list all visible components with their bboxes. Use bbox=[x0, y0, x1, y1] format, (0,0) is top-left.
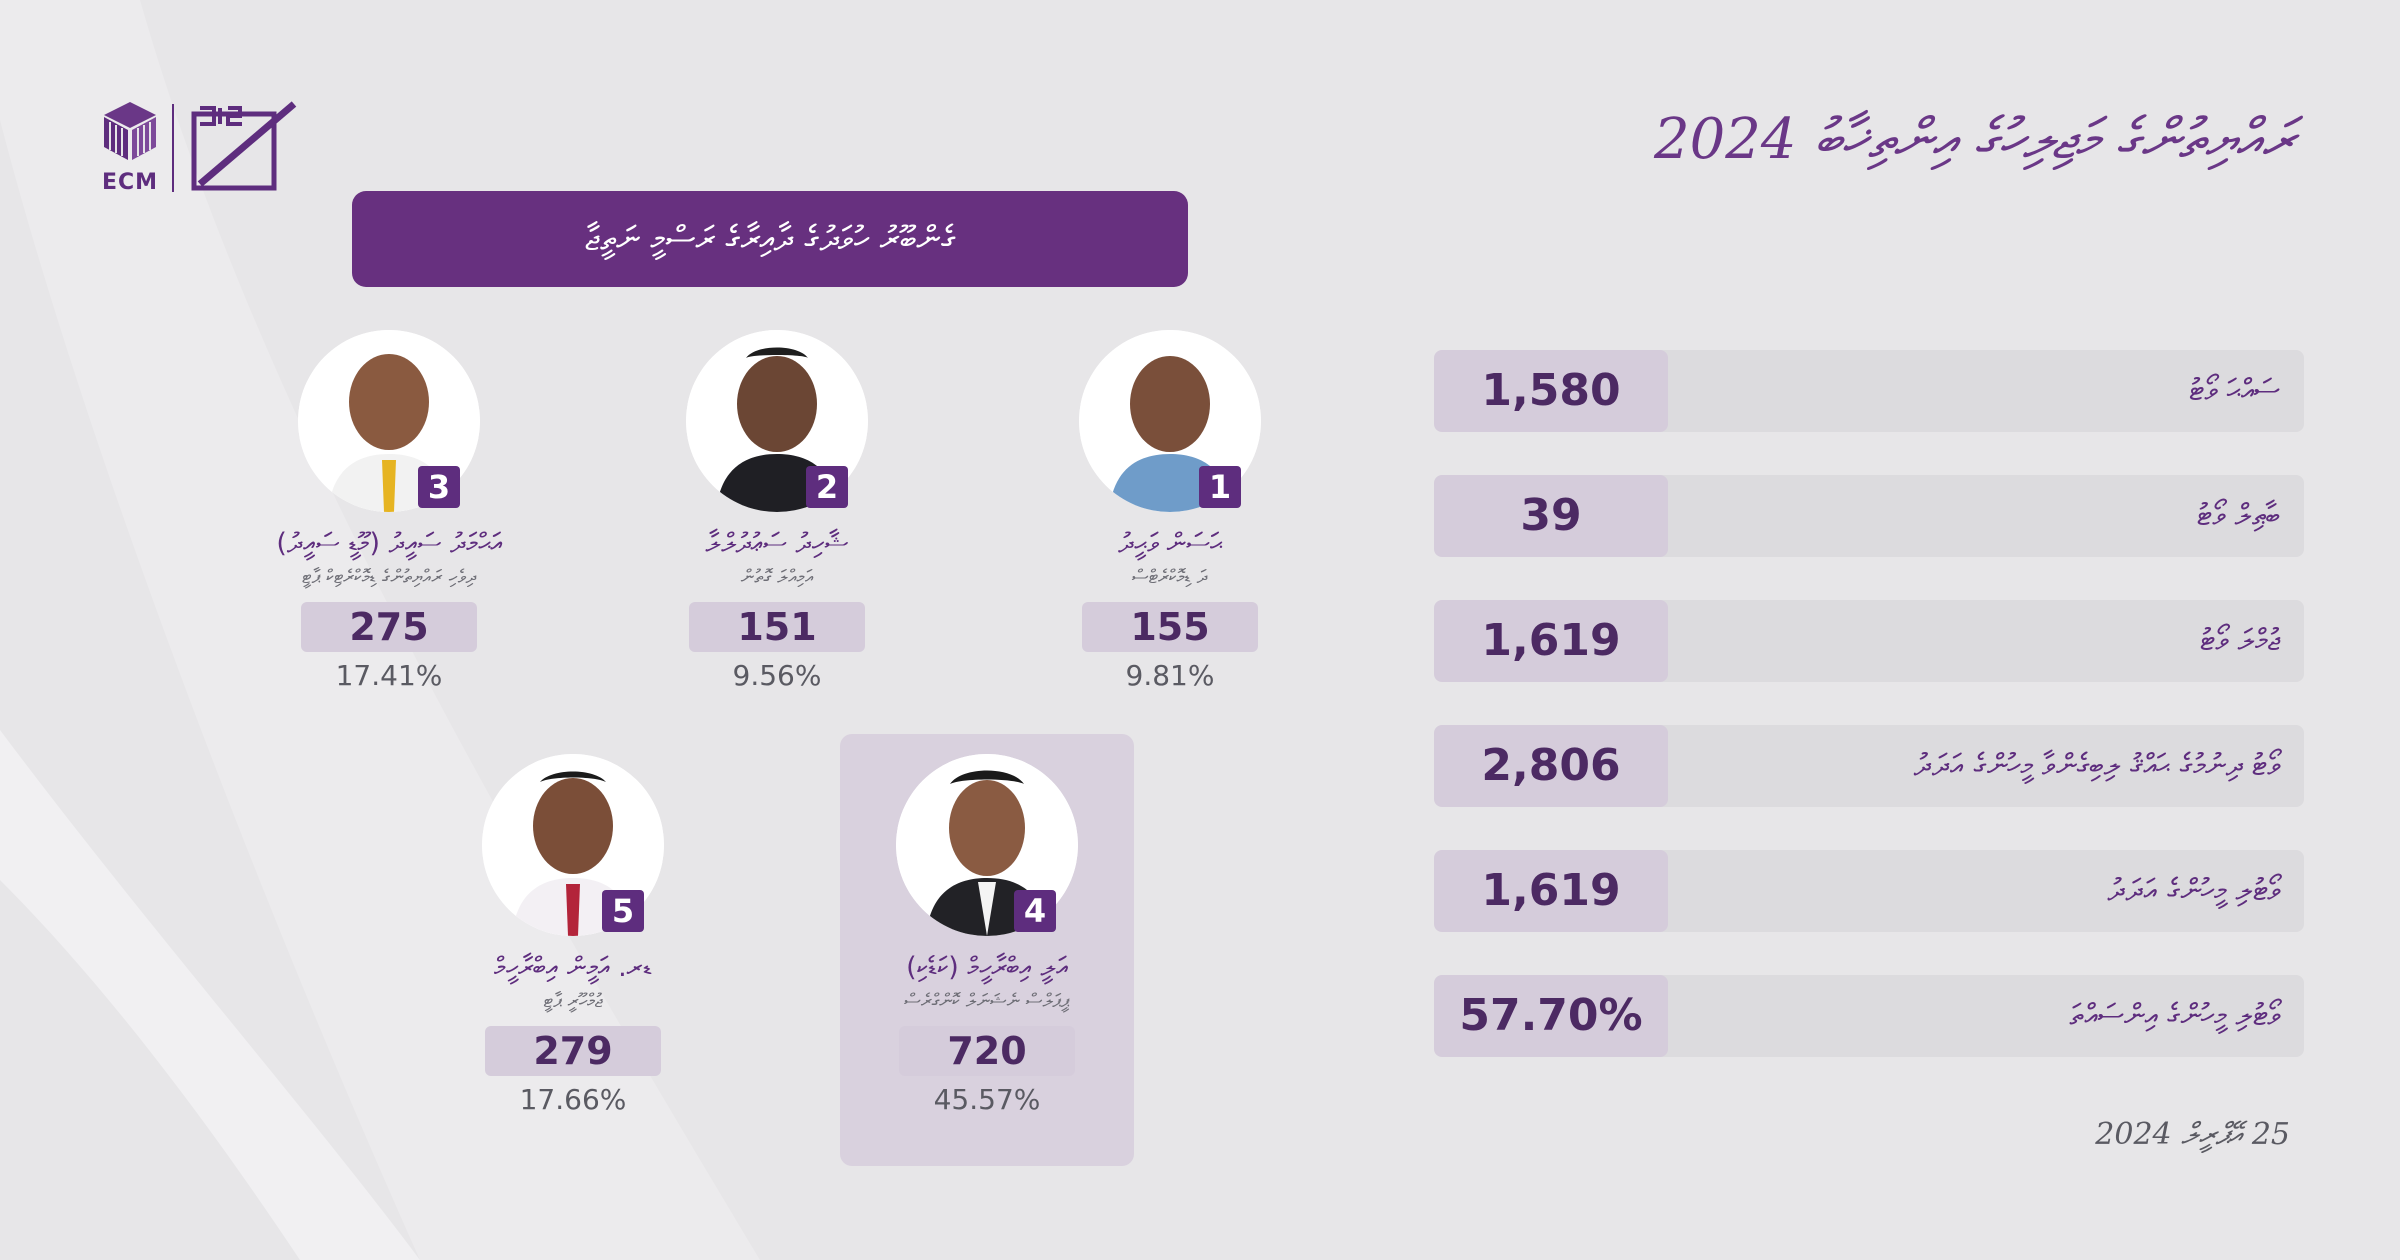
stat-track bbox=[1584, 725, 2304, 807]
candidate-number-badge: 3 bbox=[418, 466, 460, 508]
candidate-name: އަޙްމަދު ސައީދު (މޫޑީ ސައީދު) bbox=[276, 528, 502, 559]
candidate-card-3: 3 އަޙްމަދު ސައީދު (މޫޑީ ސައީދު) ދިވެހި ރ… bbox=[264, 330, 514, 694]
candidate-percent: 45.57% bbox=[933, 1083, 1041, 1116]
candidate-name: ޝާހިދު ސަޢުދުލްލާ bbox=[705, 528, 849, 559]
ecm-logo: ECM bbox=[95, 100, 165, 195]
stat-row-turnout: 57.70% ވޯޓުލި މީހުންގެ އިންސައްތަ bbox=[1434, 975, 2304, 1057]
candidate-name: ޑރ. އަމީން އިބްރާހީމް bbox=[493, 952, 653, 983]
candidate-name: އަލީ އިބްރާހީމް (ކަޑެކި) bbox=[906, 952, 1068, 983]
candidate-card-5: 5 ޑރ. އަމީން އިބްރާހީމް ޖުމްހޫރީ ޕާޓީ 27… bbox=[448, 754, 698, 1118]
stat-row-eligible-voters: 2,806 ވޯޓު ދިނުމުގެ ޙައްޤު ލިބިގެންވާ މީ… bbox=[1434, 725, 2304, 807]
stat-value: 1,580 bbox=[1434, 350, 1668, 432]
candidate-party: ޕީޕަލްސް ނެޝަނަލް ކޮންގްރެސް bbox=[904, 990, 1070, 1012]
candidate-card-4: 4 އަލީ އިބްރާހީމް (ކަޑެކި) ޕީޕަލްސް ނެޝަ… bbox=[840, 734, 1134, 1166]
stat-value: 57.70% bbox=[1434, 975, 1668, 1057]
candidate-card-1: 1 ޙަސަން ވަޙީދު ދަ ޑިމޮކްރެޓްސް 155 9.81… bbox=[1045, 330, 1295, 694]
candidate-party: ޖުމްހޫރީ ޕާޓީ bbox=[543, 990, 603, 1012]
constituency-banner: ގެންބޫރު ހުވަދުގެ ދާއިރާގެ ރަސްމީ ނަތީޖާ bbox=[352, 191, 1188, 287]
candidate-percent: 17.41% bbox=[335, 659, 443, 692]
candidate-number-badge: 2 bbox=[806, 466, 848, 508]
logo-divider bbox=[172, 104, 174, 192]
candidate-number-badge: 5 bbox=[602, 890, 644, 932]
stat-row-valid-votes: 1,580 ސައްޙަ ވޯޓު bbox=[1434, 350, 2304, 432]
ballot-check-icon bbox=[191, 101, 297, 191]
stat-value: 1,619 bbox=[1434, 850, 1668, 932]
stat-label: ޖުމްލަ ވޯޓު bbox=[2200, 623, 2280, 658]
person-silhouette-icon bbox=[686, 330, 868, 512]
candidate-party: އަމިއްލަ ގޮތުން bbox=[740, 566, 814, 588]
candidate-party: ދިވެހި ރައްޔިތުންގެ ޑިމޮކްރެޓިކް ޕާޓީ bbox=[301, 566, 477, 588]
candidate-party: ދަ ޑިމޮކްރެޓްސް bbox=[1131, 566, 1209, 588]
candidate-percent: 9.81% bbox=[1125, 659, 1215, 692]
candidate-number-badge: 4 bbox=[1014, 890, 1056, 932]
candidate-votes: 151 bbox=[689, 602, 865, 652]
page-title: ރައްޔިތުންގެ މަޖިލިހުގެ އިންތިޚާބު 2024 bbox=[1653, 107, 2295, 172]
candidate-percent: 17.66% bbox=[519, 1083, 627, 1116]
ecm-cube-icon bbox=[104, 102, 156, 160]
stat-row-total-votes: 1,619 ޖުމްލަ ވޯޓު bbox=[1434, 600, 2304, 682]
stat-label: ސައްޙަ ވޯޓު bbox=[2189, 373, 2280, 408]
stat-label: ވޯޓުލި މީހުންގެ އަދަދު bbox=[2107, 873, 2280, 908]
stat-value: 1,619 bbox=[1434, 600, 1668, 682]
stat-label: ވޯޓު ދިނުމުގެ ޙައްޤު ލިބިގެންވާ މީހުންގެ… bbox=[1913, 748, 2280, 783]
stat-track bbox=[1584, 850, 2304, 932]
candidate-votes: 155 bbox=[1082, 602, 1258, 652]
candidate-card-2: 2 ޝާހިދު ސަޢުދުލްލާ އަމިއްލަ ގޮތުން 151 … bbox=[652, 330, 902, 694]
stat-track bbox=[1584, 600, 2304, 682]
candidate-votes: 720 bbox=[899, 1026, 1075, 1076]
stat-track bbox=[1584, 475, 2304, 557]
stat-track bbox=[1584, 975, 2304, 1057]
stat-track bbox=[1584, 350, 2304, 432]
candidate-name: ޙަސަން ވަޙީދު bbox=[1118, 528, 1222, 559]
stat-row-voters-count: 1,619 ވޯޓުލި މީހުންގެ އަދަދު bbox=[1434, 850, 2304, 932]
publish-date: 25 އޭޕްރީލް 2024 bbox=[2095, 1117, 2290, 1152]
stat-value: 39 bbox=[1434, 475, 1668, 557]
candidate-votes: 275 bbox=[301, 602, 477, 652]
candidate-votes: 279 bbox=[485, 1026, 661, 1076]
stat-label: ވޯޓުލި މީހުންގެ އިންސައްތަ bbox=[2069, 998, 2280, 1033]
stat-row-invalid-votes: 39 ބާޠިލް ވޯޓު bbox=[1434, 475, 2304, 557]
stat-value: 2,806 bbox=[1434, 725, 1668, 807]
candidate-number-badge: 1 bbox=[1199, 466, 1241, 508]
ecm-logo-text: ECM bbox=[101, 170, 159, 195]
candidate-percent: 9.56% bbox=[732, 659, 822, 692]
candidate-photo bbox=[686, 330, 868, 512]
stat-label: ބާޠިލް ވޯޓު bbox=[2197, 498, 2280, 533]
